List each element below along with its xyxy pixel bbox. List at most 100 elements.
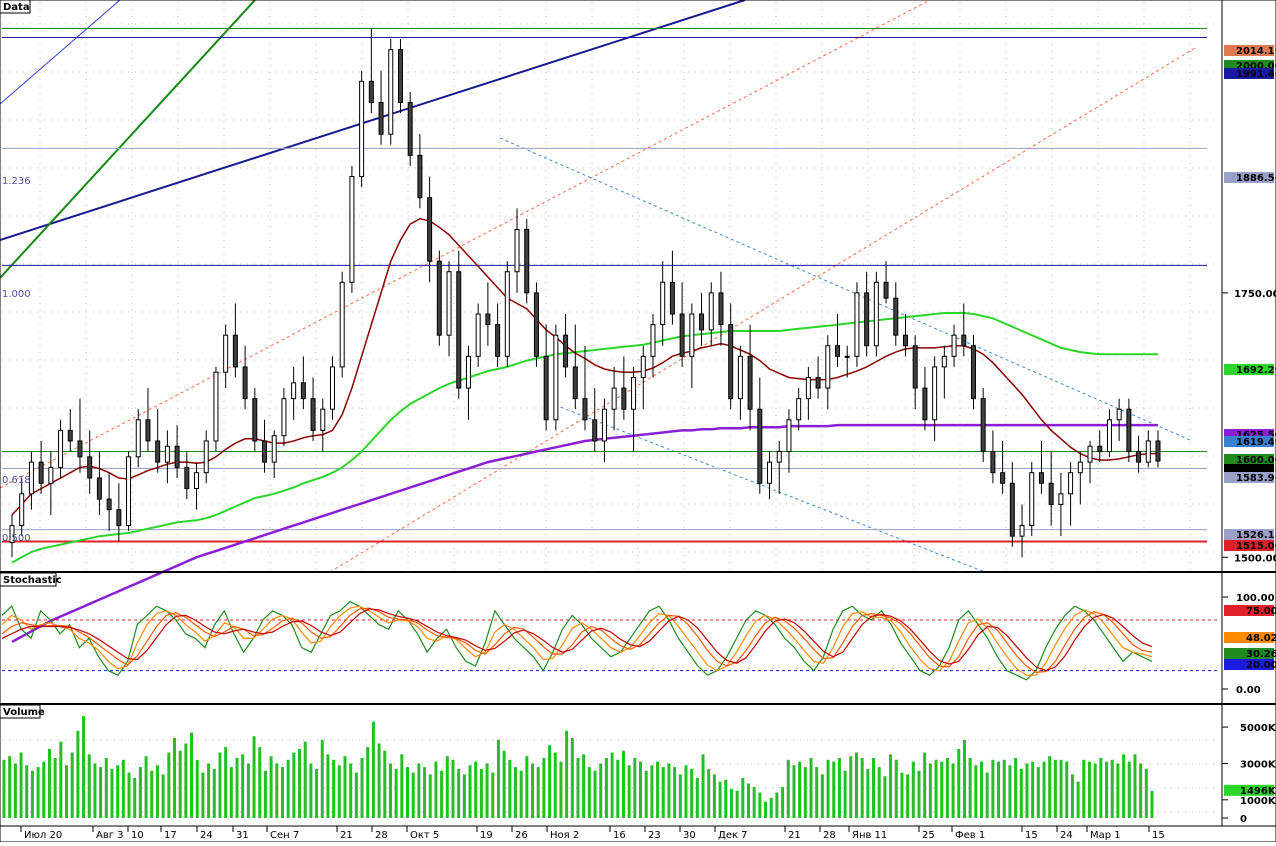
volume-bar [172, 738, 176, 818]
volume-bar [133, 778, 137, 818]
candle-body [980, 398, 986, 453]
volume-bar [491, 772, 495, 818]
candle-body [689, 313, 695, 357]
volume-bar [957, 748, 961, 818]
volume-tick-label: 1000K [1240, 796, 1276, 807]
x-tick-label: Фев 1 [955, 830, 985, 841]
stoch-panel-title: Stochastic [0, 572, 62, 587]
candle-body [543, 355, 549, 421]
volume-bar [661, 767, 665, 818]
volume-bar [394, 768, 398, 818]
x-tick-label: Июл 20 [24, 830, 62, 841]
candle-body [106, 498, 112, 511]
volume-bar [536, 767, 540, 818]
volume-bar [155, 765, 159, 818]
volume-panel[interactable] [2, 716, 1220, 818]
candle-body [990, 451, 996, 474]
volume-bar [1048, 756, 1052, 818]
volume-bar [508, 759, 512, 818]
candle-body [932, 366, 938, 421]
candle-body [815, 376, 821, 389]
volume-bar [951, 763, 955, 818]
volume-bar [684, 765, 688, 818]
volume-bar [104, 758, 108, 818]
volume-bar [582, 754, 586, 818]
candle-body [592, 419, 598, 442]
stoch-tag-text: 75.00 [1246, 606, 1276, 617]
candle-body [1000, 472, 1006, 484]
candle-body [1019, 525, 1025, 537]
volume-bar [513, 767, 517, 818]
sma-long-line [11, 423, 1158, 643]
candle-body [1097, 445, 1103, 453]
volume-bar [161, 774, 165, 818]
volume-bar [769, 798, 773, 818]
candle-body [669, 281, 675, 315]
volume-bar [343, 756, 347, 818]
x-tick-label: Окт 5 [410, 830, 439, 841]
trendline-thin [0, 0, 121, 105]
volume-bar [42, 761, 46, 818]
fib-label: 0.500 [2, 533, 31, 544]
volume-bar [627, 765, 631, 818]
volume-bar [746, 783, 750, 818]
volume-bar [712, 774, 716, 818]
volume-bar [82, 716, 86, 818]
candle-body [1038, 472, 1044, 484]
volume-bar [190, 732, 194, 818]
candle-body [835, 345, 841, 357]
candle-body [232, 334, 238, 368]
candle-body [805, 376, 811, 400]
volume-bar [621, 750, 625, 818]
stochastic-panel[interactable] [1, 600, 1220, 681]
volume-bar [1127, 761, 1131, 818]
candle-body [164, 445, 170, 463]
candle-body [378, 101, 384, 135]
price-tag [1224, 464, 1274, 475]
volume-bar [13, 763, 17, 818]
candle-body [1029, 472, 1035, 527]
trendline-blue [0, 0, 746, 241]
volume-bar [593, 770, 597, 818]
trendline-green [0, 0, 256, 279]
volume-bar [837, 758, 841, 818]
volume-bar [320, 739, 324, 818]
candle-body [883, 281, 889, 299]
volume-bar [127, 772, 131, 818]
volume-bar [87, 754, 91, 818]
volume-bar [815, 767, 819, 818]
volume-bar [854, 752, 858, 818]
x-tick-label: 19 [480, 830, 493, 841]
candle-body [582, 398, 588, 421]
candle-body [96, 477, 102, 500]
volume-bar [718, 781, 722, 818]
candle-body [1048, 482, 1054, 505]
volume-bar [377, 743, 381, 818]
candle-body [19, 493, 25, 527]
candle-body [446, 271, 452, 336]
candle-body [291, 382, 297, 400]
volume-bar [548, 745, 552, 818]
candle-body [961, 334, 967, 347]
candle-body [650, 324, 656, 357]
price-tag [1224, 60, 1274, 71]
volume-bar [462, 774, 466, 818]
candle-body [1155, 440, 1161, 462]
candle-body [553, 334, 559, 421]
price-panel[interactable] [0, 0, 1220, 643]
fib-label: 0.618 [2, 475, 31, 486]
volume-bar [167, 752, 171, 818]
candle-body [631, 376, 637, 410]
price-tag [1224, 364, 1274, 375]
volume-bar [1110, 759, 1114, 818]
volume-bar [445, 756, 449, 818]
volume-bar [906, 774, 910, 818]
candle-body [922, 387, 928, 421]
stoch-k-fast [1, 600, 1153, 681]
volume-bar [468, 765, 472, 818]
volume-bar [832, 761, 836, 818]
volume-bar [388, 763, 392, 818]
candle-body [572, 366, 578, 400]
